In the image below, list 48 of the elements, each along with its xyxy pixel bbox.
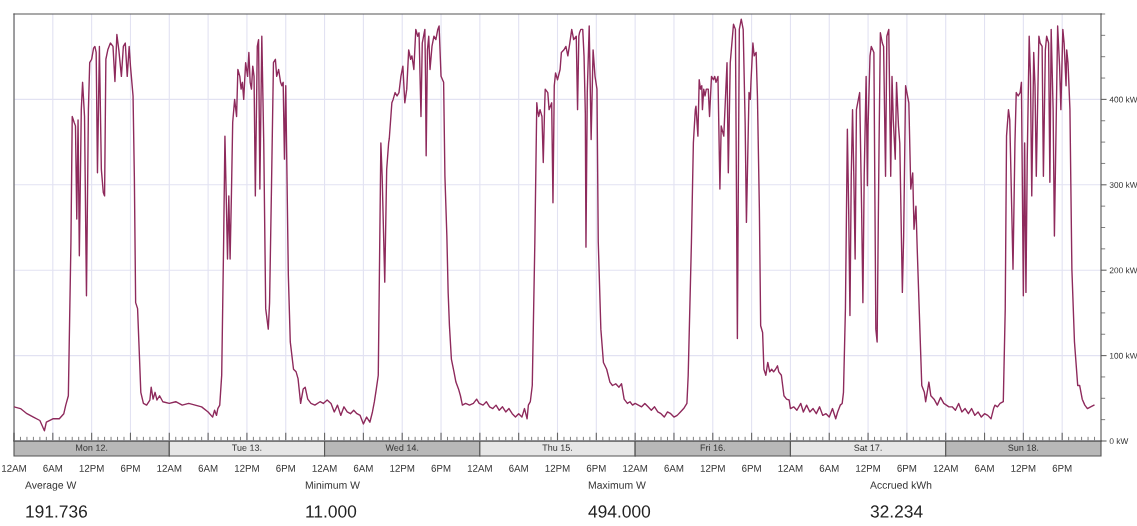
x-tick-label: 12PM <box>545 464 570 472</box>
x-tick-label: 6AM <box>975 464 994 472</box>
x-tick-label: 12PM <box>234 464 259 472</box>
x-tick-label: 6PM <box>276 464 295 472</box>
text: Accrued kWh <box>870 481 932 489</box>
x-tick-label: 12PM <box>856 464 880 472</box>
x-tick-label: 6PM <box>431 464 451 472</box>
x-tick-label: 12AM <box>157 464 182 472</box>
text: 32.234 <box>870 505 923 518</box>
y-tick-label: 300 kW <box>1109 181 1137 188</box>
y-tick-label: 100 kW <box>1109 352 1137 359</box>
y-tick-label: 0 kW <box>1109 437 1129 445</box>
text: Fri 16. <box>700 444 725 451</box>
x-tick-label: 12PM <box>1011 464 1036 472</box>
text: Sun 18. <box>1008 444 1039 451</box>
text: Tue 13. <box>232 444 262 451</box>
x-tick-label: 12AM <box>2 464 26 472</box>
x-tick-label: 6PM <box>742 464 761 472</box>
text: 494.000 <box>588 505 651 518</box>
text: 11.000 <box>306 505 357 518</box>
x-tick-label: 6AM <box>819 464 839 472</box>
x-tick-label: 12AM <box>933 464 958 472</box>
x-tick-label: 12PM <box>390 464 415 472</box>
x-tick-label: 12AM <box>312 464 337 472</box>
text: Minimum W <box>305 481 360 489</box>
text: Mon 12. <box>76 444 108 451</box>
x-tick-label: 6AM <box>198 464 218 472</box>
x-tick-label: 12PM <box>79 464 104 472</box>
text: Sat 17. <box>854 444 882 451</box>
text: Wed 14. <box>385 444 419 451</box>
y-tick-label: 400 kW <box>1109 96 1137 103</box>
x-tick-label: 6AM <box>353 464 373 472</box>
x-tick-label: 6AM <box>43 464 63 472</box>
x-tick-label: 12AM <box>778 464 803 472</box>
x-tick-label: 6AM <box>664 464 684 472</box>
x-tick-label: 6PM <box>586 464 606 472</box>
x-tick-label: 12AM <box>623 464 648 472</box>
x-tick-label: 6PM <box>120 464 140 472</box>
text: Average W <box>25 481 77 491</box>
y-tick-label: 200 kW <box>1109 267 1137 274</box>
text: Thu 15. <box>542 444 572 451</box>
x-tick-label: 6PM <box>1052 464 1072 472</box>
x-tick-label: 12AM <box>467 464 492 472</box>
x-tick-label: 12PM <box>700 464 725 472</box>
text: 191.736 <box>26 505 87 518</box>
x-tick-label: 6AM <box>509 464 528 472</box>
x-tick-label: 6PM <box>897 464 917 472</box>
text: Maximum W <box>588 481 646 489</box>
